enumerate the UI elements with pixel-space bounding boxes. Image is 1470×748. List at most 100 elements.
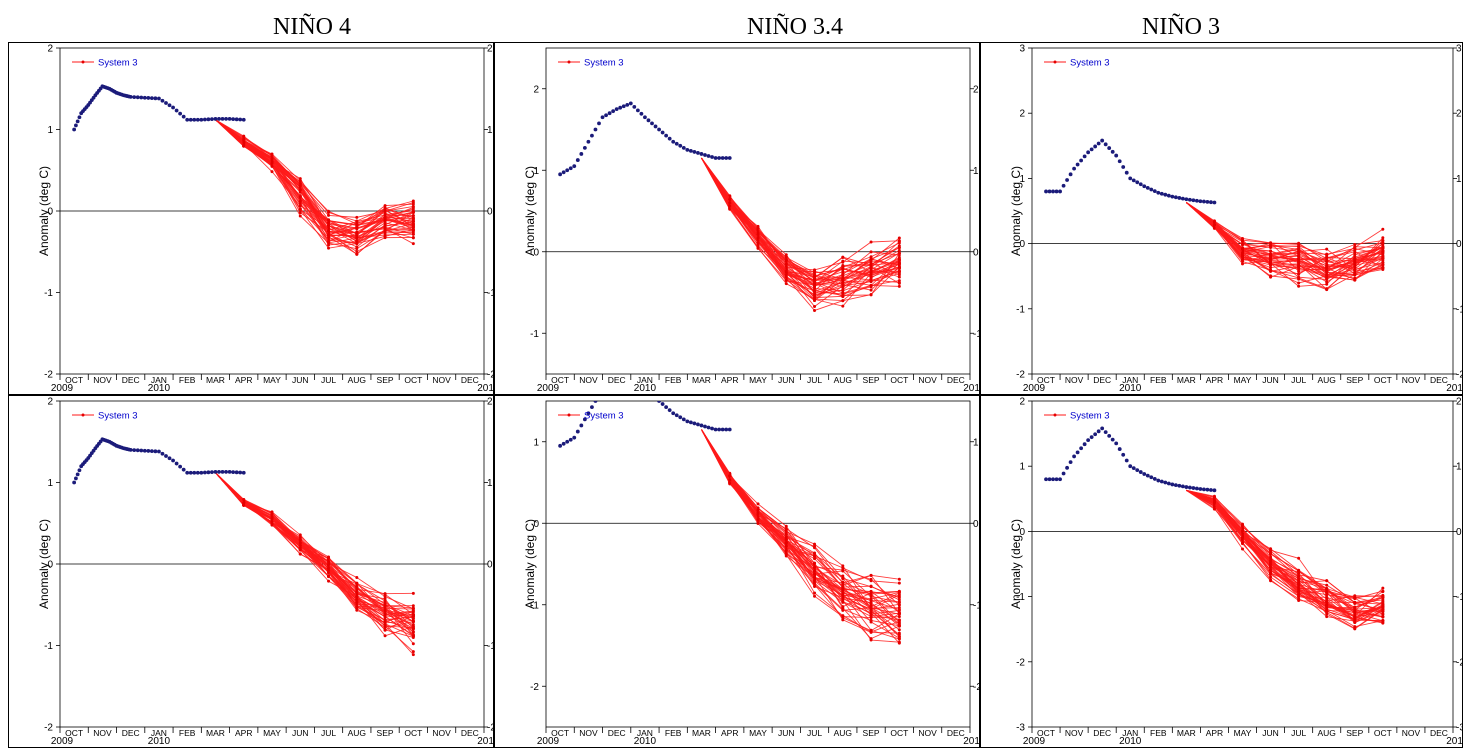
legend-marker bbox=[567, 413, 571, 417]
forecast-point bbox=[1297, 589, 1301, 593]
observed-point bbox=[593, 401, 598, 403]
forecast-point bbox=[383, 615, 387, 619]
forecast-point bbox=[1241, 529, 1244, 533]
observed-point bbox=[611, 109, 616, 114]
y-tick-label: -2 bbox=[1016, 370, 1025, 381]
x-month-label: JUL bbox=[1291, 728, 1306, 738]
y-tick-label-right: 0 bbox=[487, 207, 493, 218]
forecast-point bbox=[897, 641, 901, 645]
x-month-label: OCT bbox=[1037, 375, 1055, 385]
legend: System 3 bbox=[72, 411, 138, 422]
y-tick-label-right: -2 bbox=[973, 682, 980, 693]
observed-series bbox=[558, 401, 732, 448]
y-tick-label-right: -1 bbox=[1456, 304, 1463, 315]
observed-point bbox=[195, 117, 200, 122]
observed-point bbox=[590, 133, 594, 138]
observed-point bbox=[1100, 426, 1105, 431]
x-month-label: DEC bbox=[122, 728, 140, 738]
forecast-point bbox=[897, 603, 901, 607]
forecast-point bbox=[355, 226, 359, 230]
forecast-point bbox=[270, 164, 274, 168]
forecast-point bbox=[355, 581, 359, 585]
forecast-point bbox=[784, 535, 788, 539]
observed-point bbox=[1082, 442, 1087, 447]
observed-point bbox=[1128, 176, 1133, 181]
plot-frame bbox=[545, 47, 971, 375]
forecast-point bbox=[298, 179, 302, 183]
observed-point bbox=[1191, 486, 1196, 490]
observed-point bbox=[660, 130, 665, 135]
x-month-label: JAN bbox=[1122, 375, 1138, 385]
legend-label: System 3 bbox=[98, 58, 138, 69]
cell-border bbox=[494, 42, 980, 395]
forecast-point bbox=[1241, 242, 1244, 246]
observed-point bbox=[1145, 185, 1150, 190]
forecast-point bbox=[1381, 263, 1385, 267]
forecast-point bbox=[355, 598, 359, 602]
legend-label: System 3 bbox=[1070, 58, 1110, 69]
observed-point bbox=[664, 133, 669, 138]
forecast-point bbox=[1381, 621, 1385, 625]
observed-point bbox=[157, 96, 161, 101]
forecast-point bbox=[728, 194, 732, 198]
forecast-point bbox=[897, 577, 901, 581]
forecast-point bbox=[327, 240, 331, 244]
x-month-label: MAR bbox=[1177, 728, 1196, 738]
forecast-plume bbox=[701, 429, 901, 645]
forecast-point bbox=[1381, 253, 1385, 257]
forecast-point bbox=[355, 215, 359, 219]
forecast-point bbox=[841, 581, 845, 585]
observed-point bbox=[199, 117, 204, 122]
forecast-point bbox=[1241, 246, 1244, 250]
observed-point bbox=[1170, 194, 1175, 199]
forecast-point bbox=[897, 611, 901, 615]
forecast-point bbox=[355, 232, 359, 236]
observed-point bbox=[167, 103, 172, 108]
forecast-point bbox=[383, 216, 387, 220]
forecast-point bbox=[869, 612, 873, 616]
observed-point bbox=[1180, 196, 1185, 201]
observed-point bbox=[1205, 487, 1210, 492]
y-tick-label-right: 1 bbox=[973, 166, 979, 177]
cell-border bbox=[8, 42, 494, 395]
forecast-member-line bbox=[701, 429, 900, 600]
forecast-point bbox=[869, 275, 873, 279]
forecast-point bbox=[756, 226, 760, 230]
forecast-point bbox=[1297, 574, 1301, 578]
forecast-point bbox=[242, 143, 246, 147]
observed-point bbox=[1180, 484, 1185, 489]
forecast-point bbox=[813, 565, 817, 569]
observed-point bbox=[671, 139, 676, 144]
observed-point bbox=[674, 141, 679, 146]
observed-point bbox=[575, 158, 580, 162]
forecast-point bbox=[327, 229, 331, 233]
forecast-point bbox=[383, 223, 387, 227]
forecast-point bbox=[1241, 262, 1244, 266]
observed-point bbox=[1187, 485, 1192, 490]
forecast-point bbox=[1212, 501, 1216, 505]
forecast-point bbox=[327, 566, 331, 570]
forecast-point bbox=[327, 574, 331, 578]
observed-point bbox=[650, 121, 654, 126]
observed-point bbox=[185, 117, 190, 122]
observed-point bbox=[139, 448, 144, 453]
observed-point bbox=[135, 448, 140, 453]
x-month-label: JUN bbox=[292, 375, 309, 385]
forecast-point bbox=[1297, 272, 1301, 276]
observed-point bbox=[1061, 183, 1066, 188]
y-axis-label: Anomaly (deg C) bbox=[1009, 519, 1023, 609]
legend-marker bbox=[1053, 413, 1057, 417]
forecast-point bbox=[1353, 278, 1357, 282]
y-tick-label-right: -1 bbox=[973, 600, 980, 611]
observed-point bbox=[1124, 170, 1129, 175]
y-tick-label-right: 1 bbox=[1456, 462, 1462, 473]
observed-point bbox=[600, 115, 605, 120]
forecast-point bbox=[841, 259, 845, 263]
forecast-point bbox=[1353, 610, 1357, 614]
observed-point bbox=[206, 470, 211, 475]
x-month-label: OCT bbox=[65, 375, 83, 385]
x-month-label: MAR bbox=[692, 728, 711, 738]
forecast-point bbox=[813, 274, 817, 278]
observed-point bbox=[1194, 198, 1199, 203]
x-month-label: OCT bbox=[404, 728, 422, 738]
